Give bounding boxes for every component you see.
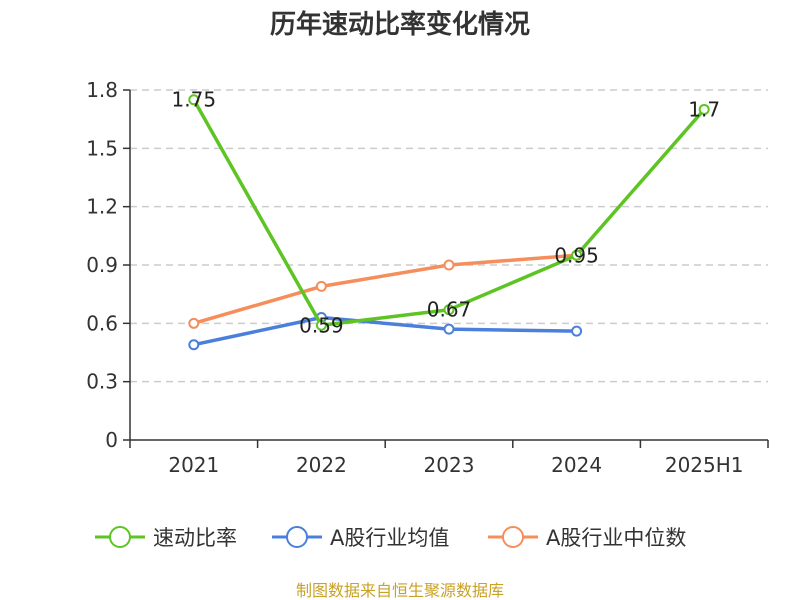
data-point: [443, 304, 455, 316]
y-tick-label: 0.6: [86, 311, 118, 335]
y-tick-label: 0.9: [86, 253, 118, 277]
data-point: [571, 249, 583, 261]
series-line: [193, 253, 577, 326]
data-point: [315, 319, 327, 331]
data-label: 0.67: [427, 298, 472, 322]
y-tick-label: 1.8: [86, 78, 118, 102]
grid-lines: [130, 89, 768, 383]
y-tick-label: 1.2: [86, 195, 118, 219]
x-tick-label: 2021: [168, 453, 219, 477]
y-tick-label: 0.3: [86, 370, 118, 394]
data-label: 1.75: [172, 88, 217, 112]
y-tick-label: 1.5: [86, 136, 118, 160]
x-tick-label: 2025H1: [665, 453, 744, 477]
data-point: [443, 323, 455, 335]
x-tick-label: 2022: [296, 453, 347, 477]
data-label: 0.59: [299, 313, 344, 337]
x-tick-label: 2023: [424, 453, 475, 477]
legend: 速动比率 A股行业均值 A股行业中位数: [95, 526, 686, 550]
legend-marker: [109, 526, 131, 548]
x-tick-label: 2024: [551, 453, 602, 477]
source-note: 制图数据来自恒生聚源数据库: [296, 581, 504, 600]
data-label: 0.95: [554, 243, 599, 267]
axes: 0 0.3 0.6 0.9 1.2 1.5 1.8 2021 2022 2023 2024 2025H…: [86, 78, 769, 477]
series-line: [192, 98, 706, 328]
data-point: [571, 325, 583, 337]
data-point: [188, 317, 200, 329]
data-point: [188, 339, 200, 351]
y-tick-label: 0: [105, 428, 118, 452]
data-point: [315, 280, 327, 292]
legend-marker: [286, 526, 308, 548]
data-labels: 1.75 0.59 0.67 0.95 1.7: [172, 88, 721, 338]
series-group: [188, 94, 710, 351]
data-point: [698, 103, 710, 115]
data-label: 1.7: [688, 97, 720, 121]
legend-label: A股行业中位数: [546, 526, 686, 550]
series-line: [193, 315, 577, 347]
data-point: [443, 259, 455, 271]
legend-label: A股行业均值: [330, 526, 449, 550]
legend-label: 速动比率: [153, 526, 237, 550]
data-point: [188, 94, 200, 106]
legend-marker: [502, 526, 524, 548]
chart-title: 历年速动比率变化情况: [270, 9, 530, 40]
